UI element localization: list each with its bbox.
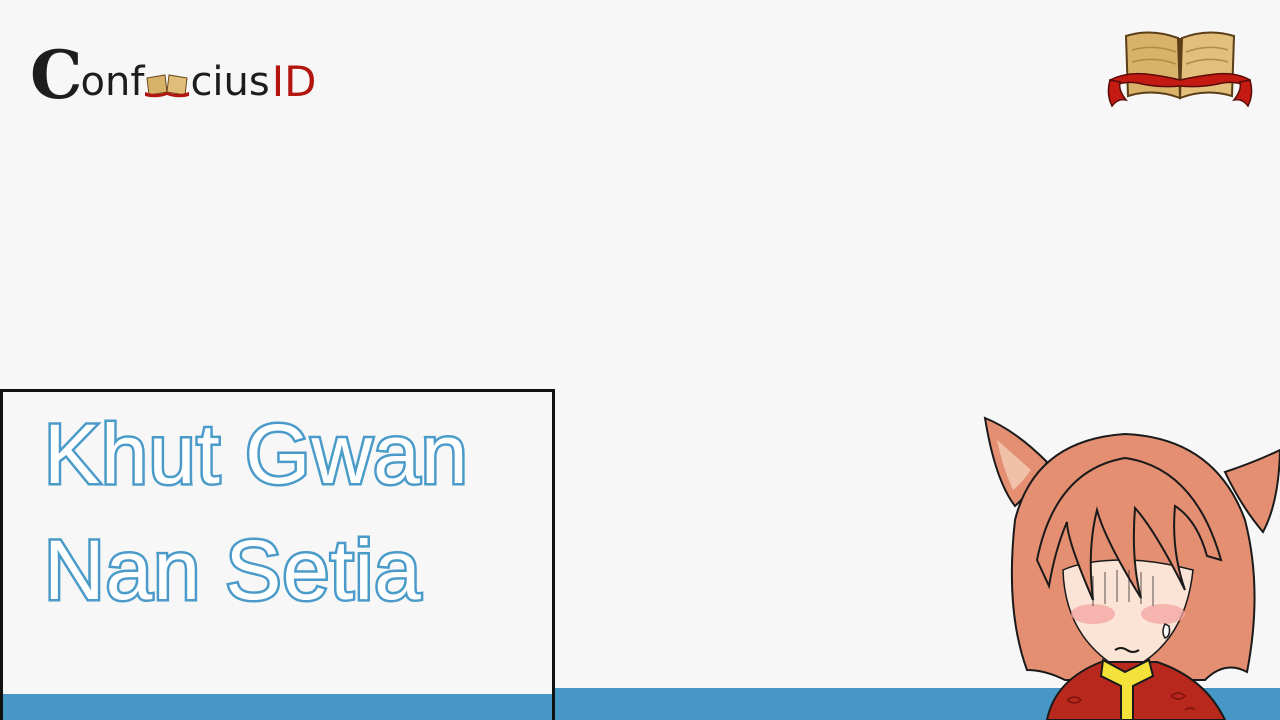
mouth (1114, 647, 1140, 653)
logo-text-cius: cius (190, 59, 270, 105)
title-panel (0, 389, 555, 720)
title-line-2: Nan Setia (42, 523, 424, 617)
title-line-1: Khut Gwan (42, 407, 471, 501)
character-illustration (983, 416, 1280, 720)
logo-letter-c: C (30, 36, 83, 114)
collar (1099, 658, 1155, 720)
logo-text-id: ID (271, 57, 317, 106)
open-book-icon (145, 74, 190, 98)
right-ear (1223, 448, 1280, 534)
title-panel-band (3, 694, 552, 720)
open-book-emblem-icon (1107, 31, 1253, 108)
logo-wordmark: C onf cius ID (30, 42, 316, 108)
site-logo[interactable]: C onf cius ID (30, 36, 316, 108)
logo-text-onf: onf (80, 59, 145, 105)
robe (1045, 661, 1227, 720)
face (1062, 559, 1194, 673)
